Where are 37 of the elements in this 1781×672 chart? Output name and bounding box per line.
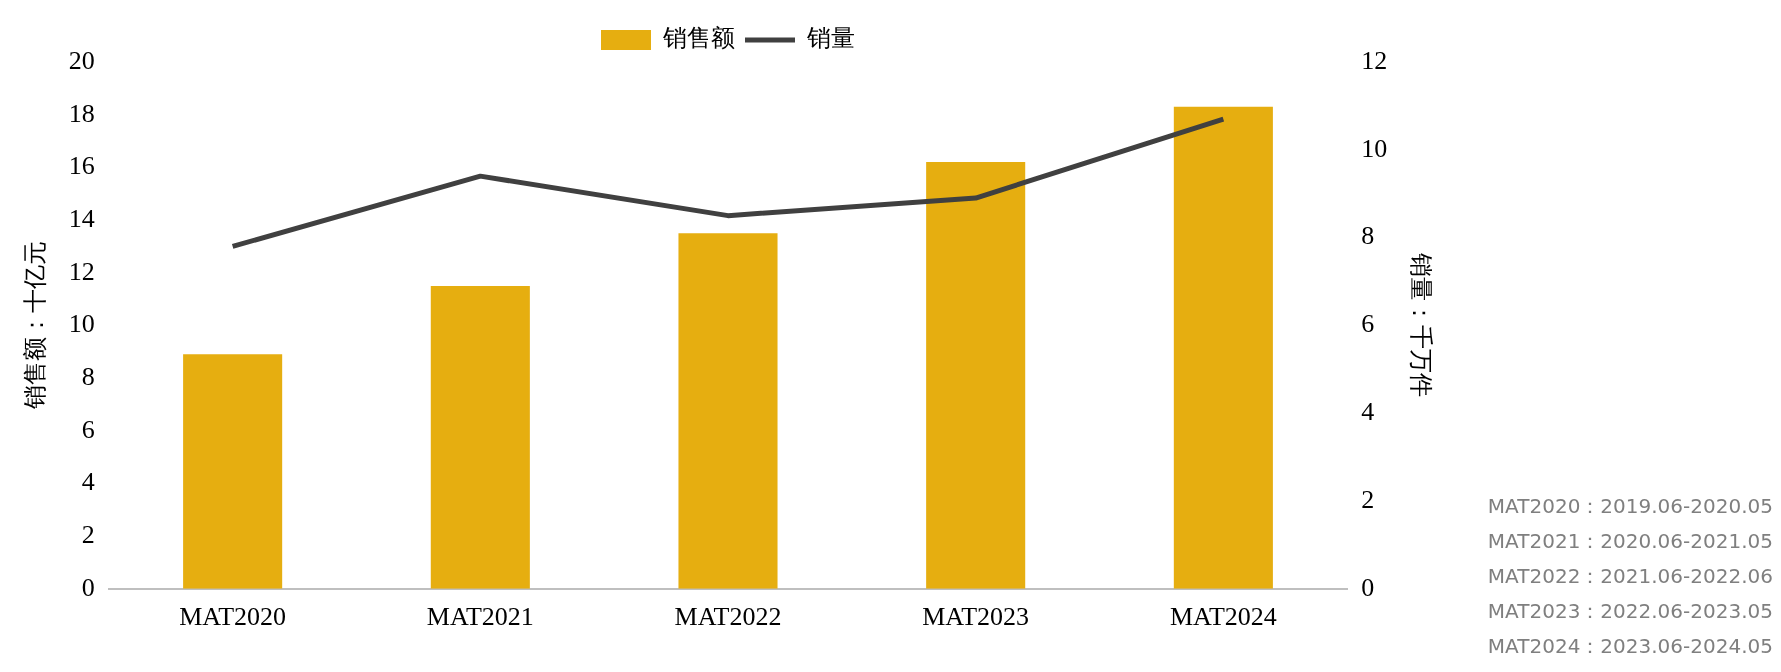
x-tick-label: MAT2020 bbox=[179, 602, 287, 632]
y2-axis-title: 销量：千万件 bbox=[1407, 252, 1436, 398]
y-axis-title: 销售额：十亿元 bbox=[20, 241, 49, 411]
text: MAT2023：2022.06-2023.05 bbox=[1487, 598, 1773, 625]
y-tick-label: 14 bbox=[68, 203, 95, 233]
x-tick-label: MAT2022 bbox=[674, 602, 782, 632]
y2-tick-label: 12 bbox=[1361, 45, 1388, 75]
y-tick-label: 0 bbox=[81, 572, 95, 602]
y2-tick-label: 6 bbox=[1361, 309, 1375, 339]
y2-tick-label: 10 bbox=[1361, 133, 1388, 163]
x-tick-label: MAT2023 bbox=[922, 602, 1030, 632]
y-tick-label: 6 bbox=[81, 414, 95, 444]
y-tick-label: 18 bbox=[68, 98, 95, 128]
y2-tick-label: 4 bbox=[1361, 397, 1375, 427]
bar bbox=[183, 354, 283, 589]
y2-tick-label: 0 bbox=[1361, 572, 1375, 602]
text: MAT2022：2021.06-2022.06 bbox=[1487, 563, 1773, 590]
text: MAT2024：2023.06-2024.05 bbox=[1487, 633, 1773, 660]
bar bbox=[678, 233, 778, 589]
legend-label: 销售额 bbox=[662, 24, 735, 53]
x-tick-label: MAT2021 bbox=[426, 602, 534, 632]
y2-tick-label: 2 bbox=[1361, 484, 1375, 514]
y-tick-label: 20 bbox=[68, 45, 95, 75]
y-tick-label: 10 bbox=[68, 309, 95, 339]
y2-tick-label: 8 bbox=[1361, 221, 1375, 251]
y-tick-label: 16 bbox=[68, 151, 95, 181]
bar bbox=[926, 162, 1026, 589]
bar bbox=[430, 285, 530, 589]
y-tick-label: 12 bbox=[68, 256, 95, 286]
bar bbox=[1173, 106, 1273, 589]
y-tick-label: 2 bbox=[81, 519, 95, 549]
y-tick-label: 4 bbox=[81, 467, 95, 497]
legend-label: 销量 bbox=[806, 24, 855, 53]
text: MAT2020：2019.06-2020.05 bbox=[1487, 493, 1773, 520]
text: MAT2021：2020.06-2021.05 bbox=[1487, 528, 1773, 555]
x-tick-label: MAT2024 bbox=[1169, 602, 1277, 632]
y-tick-label: 8 bbox=[81, 361, 95, 391]
